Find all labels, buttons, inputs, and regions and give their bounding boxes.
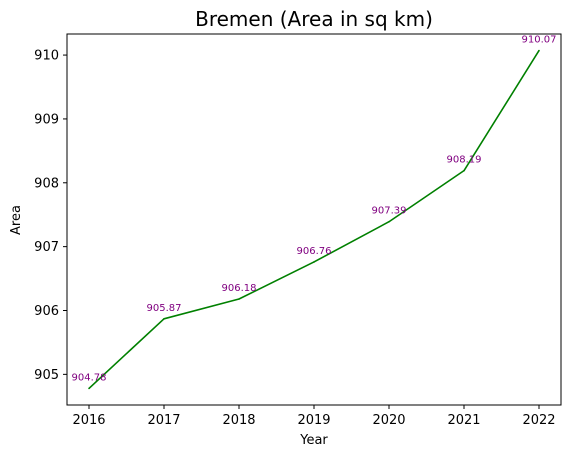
x-tick-label: 2018 <box>222 413 255 428</box>
data-label: 907.39 <box>372 206 407 217</box>
data-label: 908.19 <box>447 155 482 166</box>
chart-title: Bremen (Area in sq km) <box>195 7 433 31</box>
y-tick-label: 909 <box>34 112 59 127</box>
x-tick-label: 2017 <box>147 413 180 428</box>
data-label: 904.78 <box>72 372 107 383</box>
data-point <box>463 169 465 172</box>
data-point <box>163 317 165 320</box>
data-point <box>313 261 315 263</box>
x-tick-label: 2019 <box>297 413 330 428</box>
data-label: 905.87 <box>147 303 182 314</box>
data-point <box>388 220 390 223</box>
series-line <box>88 50 540 389</box>
x-tick-label: 2021 <box>447 413 480 428</box>
y-tick-label: 908 <box>34 176 59 191</box>
y-tick-label: 910 <box>34 49 59 64</box>
x-tick-label: 2016 <box>72 413 105 428</box>
data-label: 906.76 <box>297 246 332 257</box>
x-axis-label: Year <box>299 433 328 448</box>
data-point <box>538 49 540 52</box>
data-label: 910.07 <box>522 35 557 46</box>
y-tick-label: 906 <box>34 304 59 319</box>
y-tick-label: 907 <box>34 240 59 255</box>
x-tick-label: 2020 <box>372 413 405 428</box>
y-tick-label: 905 <box>34 368 59 383</box>
data-point <box>238 298 240 300</box>
data-point <box>88 387 90 390</box>
plot-area: 2016 2017 2018 2019 2020 2021 2022 905 906 907 908… <box>34 33 562 428</box>
y-axis-label: Area <box>9 205 24 235</box>
plot-frame <box>66 33 562 406</box>
data-label: 906.18 <box>222 283 257 294</box>
x-tick-label: 2022 <box>522 413 555 428</box>
